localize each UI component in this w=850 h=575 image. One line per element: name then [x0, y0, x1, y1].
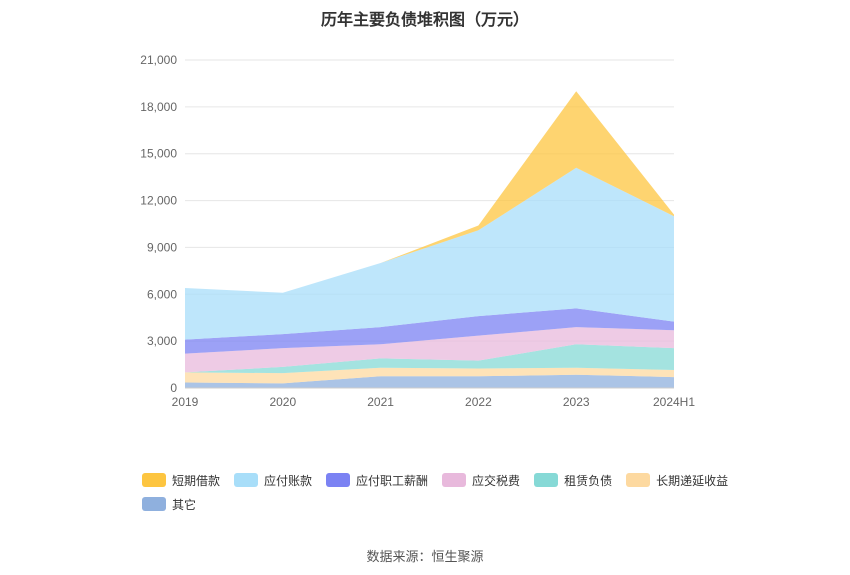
legend-swatch [534, 473, 559, 487]
legend-swatch [142, 497, 166, 511]
legend-swatch [142, 473, 166, 487]
legend-swatch [442, 473, 467, 487]
x-tick-label: 2020 [269, 395, 296, 409]
legend-label: 租赁负债 [564, 473, 613, 488]
legend-item[interactable]: 租赁负债 [534, 472, 612, 488]
x-tick-label: 2024H1 [653, 395, 695, 409]
y-tick-label: 6,000 [147, 287, 177, 301]
area-应付职工薪酬 [185, 308, 674, 354]
area-series-layer [185, 91, 674, 388]
chart-plot: 0 3,000 6,000 9,000 12,000 15,000 18,000 21,000… [140, 53, 695, 409]
legend-item[interactable]: 应付账款 [234, 472, 312, 488]
legend-label: 应付账款 [264, 473, 313, 488]
legend-label: 应付职工薪酬 [356, 473, 429, 488]
legend-label: 短期借款 [172, 473, 221, 488]
area-租赁负债 [185, 344, 674, 374]
legend-item[interactable]: 长期递延收益 [626, 472, 728, 488]
y-tick-label: 12,000 [140, 194, 177, 208]
legend-label: 应交税费 [472, 473, 521, 488]
y-tick-label: 15,000 [140, 147, 177, 161]
y-tick-label: 0 [170, 381, 177, 395]
area-长期递延收益 [185, 367, 674, 384]
y-tick-label: 3,000 [147, 334, 177, 348]
legend-item[interactable]: 短期借款 [142, 472, 220, 488]
axes: 0 3,000 6,000 9,000 12,000 15,000 18,000 21,000… [140, 53, 695, 409]
legend-swatch [326, 473, 351, 487]
x-tick-label: 2023 [563, 395, 590, 409]
source-label: 数据来源：恒生聚源 [366, 549, 484, 564]
x-tick-label: 2022 [465, 395, 492, 409]
x-tick-label: 2021 [367, 395, 394, 409]
x-tick-label: 2019 [172, 395, 199, 409]
legend-item[interactable]: 应交税费 [442, 472, 520, 488]
y-tick-label: 21,000 [140, 53, 177, 67]
legend-swatch [626, 473, 651, 487]
y-tick-label: 18,000 [140, 100, 177, 114]
chart-title: 历年主要负债堆积图（万元） [320, 12, 529, 29]
legend-swatch [234, 473, 259, 487]
legend-label: 其它 [172, 497, 197, 512]
legend-item[interactable]: 应付职工薪酬 [326, 472, 428, 488]
area-应付账款 [185, 167, 674, 340]
legend: 短期借款 应付账款 应付职工薪酬 应交税费 租赁负债 长期递延收益其它 [142, 472, 782, 512]
y-tick-label: 9,000 [147, 240, 177, 254]
legend-item[interactable]: 其它 [142, 496, 196, 512]
legend-label: 长期递延收益 [656, 473, 729, 488]
area-短期借款 [185, 91, 674, 293]
area-其它 [185, 374, 674, 388]
area-应交税费 [185, 327, 674, 373]
